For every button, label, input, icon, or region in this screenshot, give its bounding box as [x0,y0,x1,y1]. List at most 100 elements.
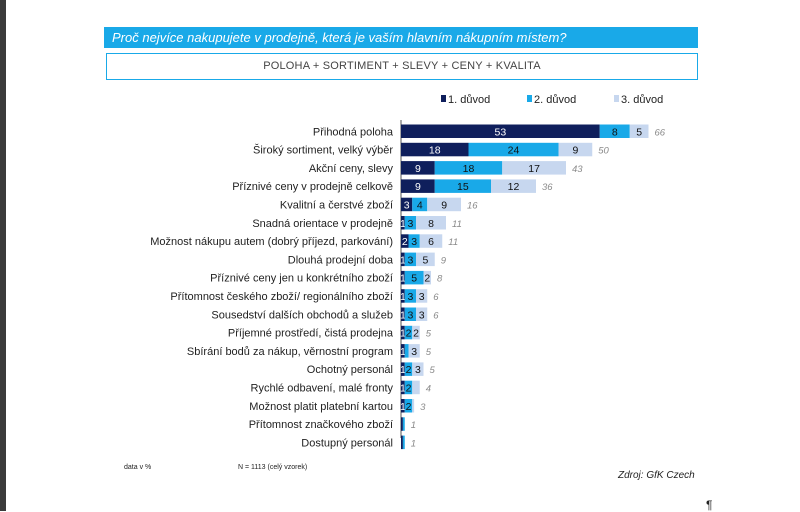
bar-segment-series-3 [502,161,566,175]
data-label: 9 [572,145,578,157]
bar-segment-series-1 [401,307,405,321]
bar-segment-series-2 [404,307,416,321]
category-label: Příznivé ceny v prodejně celkově [232,181,393,193]
total-label: 50 [598,146,609,157]
sample-size-note: N = 1113 (celý vzorek) [238,464,308,471]
category-label: Příjemné prostředí, čistá prodejna [228,328,394,340]
bar-segment-series-1 [401,161,435,175]
legend-label-3: 3. důvod [621,94,663,106]
bar-segment-series-3 [491,179,536,193]
bar-segment-series-3 [416,252,435,267]
data-label: 4 [417,199,423,211]
data-label: 1 [400,273,406,285]
category-label: Ochotný personál [307,364,393,376]
bar-segment-series-2 [404,344,409,358]
data-label: 2 [406,328,412,340]
category-label: Rychlé odbavení, malé fronty [251,382,394,394]
bar-segment-series-2 [408,234,420,248]
data-label: 2 [413,328,419,340]
data-label: 1 [400,328,406,340]
bar-segment-series-3 [427,197,461,212]
data-label: 24 [508,145,520,157]
data-label: 8 [428,218,434,230]
data-label: 3 [415,364,421,376]
total-label: 11 [452,219,462,230]
data-label: 1 [400,382,406,394]
total-label: 36 [542,182,553,193]
bar-segment-series-1 [401,325,405,340]
bar-segment-series-2 [412,197,428,212]
bar-segment-series-1 [401,399,405,413]
legend-swatch-3 [614,95,619,102]
bar-segment-series-1 [401,197,413,212]
total-label: 43 [572,164,583,175]
data-label: 18 [463,163,475,175]
data-label: 8 [612,126,618,138]
bar-segment-series-1 [401,252,405,267]
category-label: Sousedství dalších obchodů a služeb [211,309,393,321]
total-label: 8 [437,274,443,285]
left-page-border [0,0,6,511]
bar-segment-series-2 [599,124,630,138]
bar-segment-series-1 [401,234,409,248]
data-label: 3 [411,346,417,358]
data-label: 1 [400,346,406,358]
data-label: 1 [400,309,406,321]
total-label: 6 [433,310,439,321]
bar-segment-series-2 [404,362,413,376]
total-label: 3 [420,402,426,413]
data-label: 3 [407,218,413,230]
total-label: 6 [433,292,439,303]
bar-segment-series-3 [412,325,420,340]
data-label: 53 [495,126,507,138]
data-label: 18 [429,145,441,157]
bar-segment-series-1 [401,380,405,395]
data-label: 6 [428,236,434,248]
bar-segment-series-1 [401,124,600,138]
bar-segment-series-3 [416,307,428,321]
category-label: Dlouhá prodejní doba [288,254,394,266]
data-label: 3 [419,309,425,321]
category-label: Sbírání bodů za nákup, věrnostní program [187,346,393,358]
bar-segment-series-1 [401,289,405,303]
category-label: Přítomnost českého zboží/ regionálního z… [170,291,393,303]
total-label: 5 [430,365,436,376]
data-label: 3 [419,291,425,303]
bar-segment-series-1 [401,344,405,358]
data-label: 9 [415,181,421,193]
category-label: Přítomnost značkového zboží [249,419,393,431]
data-label: 12 [508,181,520,193]
bar-segment-series-1 [401,417,403,431]
data-label: 1 [400,364,406,376]
data-label: 5 [422,254,428,266]
total-label: 1 [411,438,416,449]
bar-segment-series-2 [402,417,405,431]
bar-segment-series-3 [558,142,593,157]
bar-segment-series-3 [423,270,431,285]
bar-segment-series-1 [401,142,469,157]
category-label: Široký sortiment, velký výběr [253,144,393,157]
bar-segment-series-3 [419,234,443,248]
data-label: 1 [400,401,406,413]
data-label: 1 [400,291,406,303]
bar-segment-series-1 [401,270,405,285]
data-label: 9 [415,163,421,175]
legend-swatch-2 [527,95,532,102]
bar-segment-series-2 [404,216,416,230]
category-label: Snadná orientace v prodejně [252,218,393,230]
bar-segment-series-1 [401,216,405,230]
total-label: 5 [426,329,432,340]
pilcrow-mark: ¶ [706,498,713,512]
data-label: 15 [457,181,469,193]
data-label: 5 [411,273,417,285]
bar-segment-series-2 [404,380,413,395]
data-label: 3 [404,199,410,211]
bar-segment-series-3 [408,344,420,358]
data-label: 5 [636,126,642,138]
data-label: 2 [402,236,408,248]
total-label: 4 [426,383,431,394]
chart-title: Proč nejvíce nakupujete v prodejně, kter… [104,27,698,48]
bar-segment-series-1 [401,362,405,376]
data-label: 3 [411,236,417,248]
